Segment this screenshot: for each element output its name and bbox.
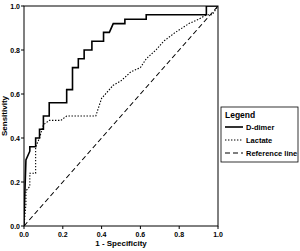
y-tick-label: 0.6 bbox=[10, 91, 20, 98]
x-tick bbox=[140, 226, 141, 229]
legend-swatch bbox=[225, 139, 243, 140]
roc-line bbox=[24, 6, 218, 226]
x-tick bbox=[101, 226, 102, 229]
x-tick bbox=[62, 226, 63, 229]
y-tick-label: 0.2 bbox=[10, 179, 20, 186]
x-tick-label: 0.8 bbox=[174, 231, 184, 238]
y-tick bbox=[21, 50, 24, 51]
y-tick bbox=[21, 182, 24, 183]
y-tick-label: 0.0 bbox=[10, 223, 20, 230]
y-tick bbox=[21, 6, 24, 7]
x-axis-label: 1 - Specificity bbox=[95, 239, 147, 248]
x-tick-label: 1.0 bbox=[213, 231, 223, 238]
legend-label: D-dimer bbox=[246, 123, 274, 132]
chart: 0.0 0.2 0.4 0.6 0.8 1.0 0.0 0.2 0.4 0.6 0.8 1.0 1 - … bbox=[0, 0, 300, 251]
roc-line bbox=[24, 6, 218, 226]
legend-swatch bbox=[225, 152, 243, 153]
legend-label: Reference line bbox=[246, 149, 297, 158]
x-tick-label: 0.4 bbox=[97, 231, 107, 238]
y-tick bbox=[21, 138, 24, 139]
y-tick bbox=[21, 94, 24, 95]
y-tick-label: 0.4 bbox=[10, 135, 20, 142]
legend-title: Legend bbox=[225, 110, 255, 120]
x-tick-label: 0.6 bbox=[136, 231, 146, 238]
x-tick bbox=[179, 226, 180, 229]
legend-swatch bbox=[225, 126, 243, 128]
legend-box bbox=[221, 107, 298, 162]
series-group bbox=[24, 6, 218, 226]
roc-line bbox=[24, 6, 218, 226]
plot-frame bbox=[24, 6, 218, 226]
y-tick-label: 0.8 bbox=[10, 47, 20, 54]
x-tick-label: 0.2 bbox=[58, 231, 68, 238]
x-tick bbox=[218, 226, 219, 229]
y-axis-label: Sensitivity bbox=[0, 95, 9, 136]
x-tick-label: 0.0 bbox=[19, 231, 29, 238]
y-tick bbox=[21, 226, 24, 227]
y-tick-label: 1.0 bbox=[10, 3, 20, 10]
legend-label: Lactate bbox=[246, 136, 272, 145]
